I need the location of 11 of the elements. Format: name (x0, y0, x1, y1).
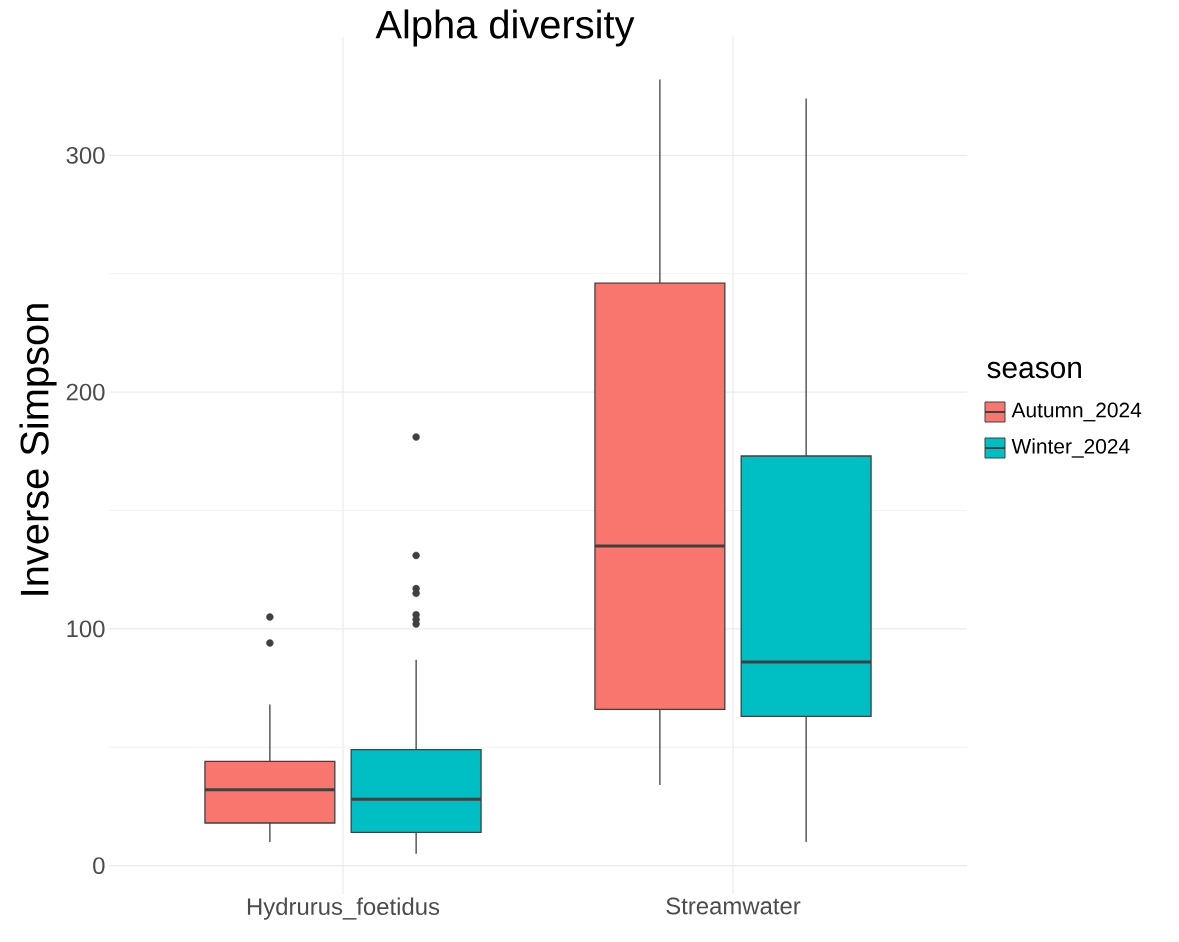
x-tick-label: Hydrurus_foetidus (247, 897, 440, 920)
y-axis-title: Inverse Simpson (19, 304, 57, 595)
y-tick-label: 100 (67, 620, 105, 638)
legend-label: Winter_2024 (1011, 438, 1130, 458)
legend-label: Autumn_2024 (1011, 402, 1142, 422)
y-tick-label: 300 (66, 146, 105, 164)
x-tick-label: Streamwater (666, 897, 801, 915)
chart-title: Alpha diversity (375, 9, 635, 47)
legend-title: season (987, 361, 1081, 379)
y-tick-label: 0 (93, 857, 105, 875)
y-tick-label: 200 (66, 383, 105, 401)
